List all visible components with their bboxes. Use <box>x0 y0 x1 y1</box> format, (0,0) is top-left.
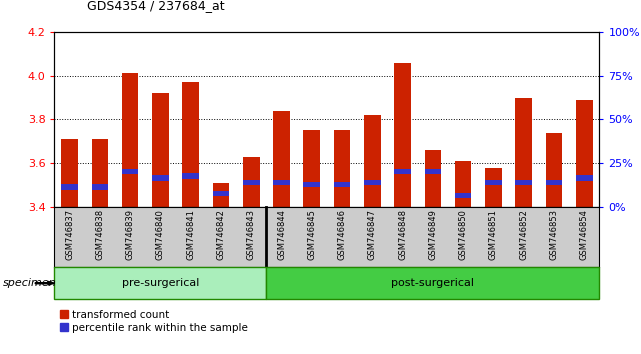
Bar <box>334 130 351 207</box>
Bar <box>273 180 290 185</box>
Bar <box>243 157 260 207</box>
Text: GSM746852: GSM746852 <box>519 209 528 260</box>
Text: GSM746842: GSM746842 <box>217 209 226 260</box>
Bar <box>515 180 532 185</box>
Text: pre-surgerical: pre-surgerical <box>122 278 199 288</box>
Text: GSM746847: GSM746847 <box>368 209 377 260</box>
Text: GSM746843: GSM746843 <box>247 209 256 260</box>
Bar <box>213 183 229 207</box>
Text: GSM746837: GSM746837 <box>65 209 74 260</box>
Legend: transformed count, percentile rank within the sample: transformed count, percentile rank withi… <box>60 310 248 333</box>
Text: GSM746853: GSM746853 <box>549 209 558 260</box>
Bar <box>152 175 169 181</box>
Bar <box>92 184 108 190</box>
Text: GSM746841: GSM746841 <box>186 209 196 260</box>
Bar <box>364 180 381 185</box>
Bar <box>183 82 199 207</box>
Bar <box>576 175 592 181</box>
Bar <box>485 168 502 207</box>
Bar <box>183 173 199 179</box>
Bar <box>54 267 267 299</box>
Bar <box>122 74 138 207</box>
Bar <box>394 63 411 207</box>
Text: GSM746838: GSM746838 <box>96 209 104 260</box>
Bar <box>303 182 320 187</box>
Text: GSM746846: GSM746846 <box>338 209 347 260</box>
Bar <box>364 115 381 207</box>
Text: specimen: specimen <box>3 278 57 288</box>
Bar <box>394 169 411 174</box>
Bar <box>122 169 138 174</box>
Bar <box>62 184 78 190</box>
Bar <box>455 161 471 207</box>
Bar <box>273 111 290 207</box>
Bar <box>213 191 229 196</box>
Text: GSM746844: GSM746844 <box>277 209 286 260</box>
Text: post-surgerical: post-surgerical <box>392 278 474 288</box>
Text: GSM746854: GSM746854 <box>579 209 588 260</box>
Text: GSM746849: GSM746849 <box>428 209 437 260</box>
Bar <box>576 100 592 207</box>
Text: GSM746839: GSM746839 <box>126 209 135 260</box>
Text: GDS4354 / 237684_at: GDS4354 / 237684_at <box>87 0 224 12</box>
Bar <box>455 193 471 198</box>
Text: GSM746848: GSM746848 <box>398 209 407 260</box>
Bar <box>334 182 351 187</box>
Bar <box>92 139 108 207</box>
Text: GSM746850: GSM746850 <box>458 209 468 260</box>
Text: GSM746840: GSM746840 <box>156 209 165 260</box>
Bar <box>545 133 562 207</box>
Bar <box>152 93 169 207</box>
Text: GSM746851: GSM746851 <box>489 209 498 260</box>
Bar <box>485 180 502 185</box>
Text: GSM746845: GSM746845 <box>307 209 316 260</box>
Bar <box>515 98 532 207</box>
Bar <box>545 180 562 185</box>
Bar <box>303 130 320 207</box>
Bar <box>424 169 441 174</box>
Bar <box>243 180 260 185</box>
Bar <box>424 150 441 207</box>
Bar <box>267 267 599 299</box>
Bar <box>62 139 78 207</box>
